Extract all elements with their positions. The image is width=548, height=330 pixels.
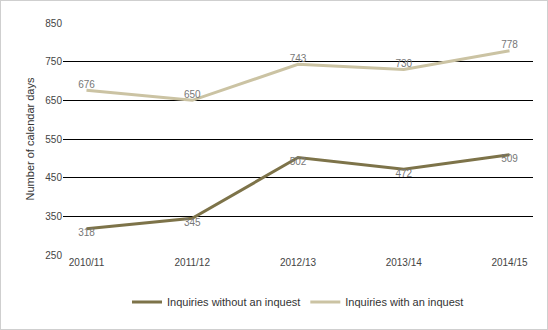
svg-text:676: 676 xyxy=(78,79,95,90)
svg-text:650: 650 xyxy=(45,95,62,106)
svg-text:730: 730 xyxy=(395,58,412,69)
svg-text:Inquiries with an inquest: Inquiries with an inquest xyxy=(345,296,463,308)
svg-text:2010/11: 2010/11 xyxy=(69,257,105,268)
svg-text:850: 850 xyxy=(45,18,62,29)
svg-text:318: 318 xyxy=(78,227,95,238)
svg-text:778: 778 xyxy=(501,39,518,50)
svg-text:2013/14: 2013/14 xyxy=(386,257,423,268)
svg-text:472: 472 xyxy=(395,168,412,179)
svg-text:550: 550 xyxy=(45,134,62,145)
svg-text:2011/12: 2011/12 xyxy=(175,257,211,268)
svg-text:Number of calendar days: Number of calendar days xyxy=(24,77,36,200)
svg-text:2012/13: 2012/13 xyxy=(280,257,317,268)
svg-text:450: 450 xyxy=(45,172,62,183)
svg-text:743: 743 xyxy=(290,53,307,64)
svg-text:502: 502 xyxy=(290,156,307,167)
svg-text:750: 750 xyxy=(45,56,62,67)
svg-text:650: 650 xyxy=(184,89,201,100)
svg-text:509: 509 xyxy=(501,153,518,164)
svg-text:2014/15: 2014/15 xyxy=(491,257,528,268)
svg-text:Inquiries without an inquest: Inquiries without an inquest xyxy=(167,296,300,308)
svg-text:350: 350 xyxy=(45,211,62,222)
svg-text:250: 250 xyxy=(45,250,62,261)
svg-text:345: 345 xyxy=(184,217,201,228)
